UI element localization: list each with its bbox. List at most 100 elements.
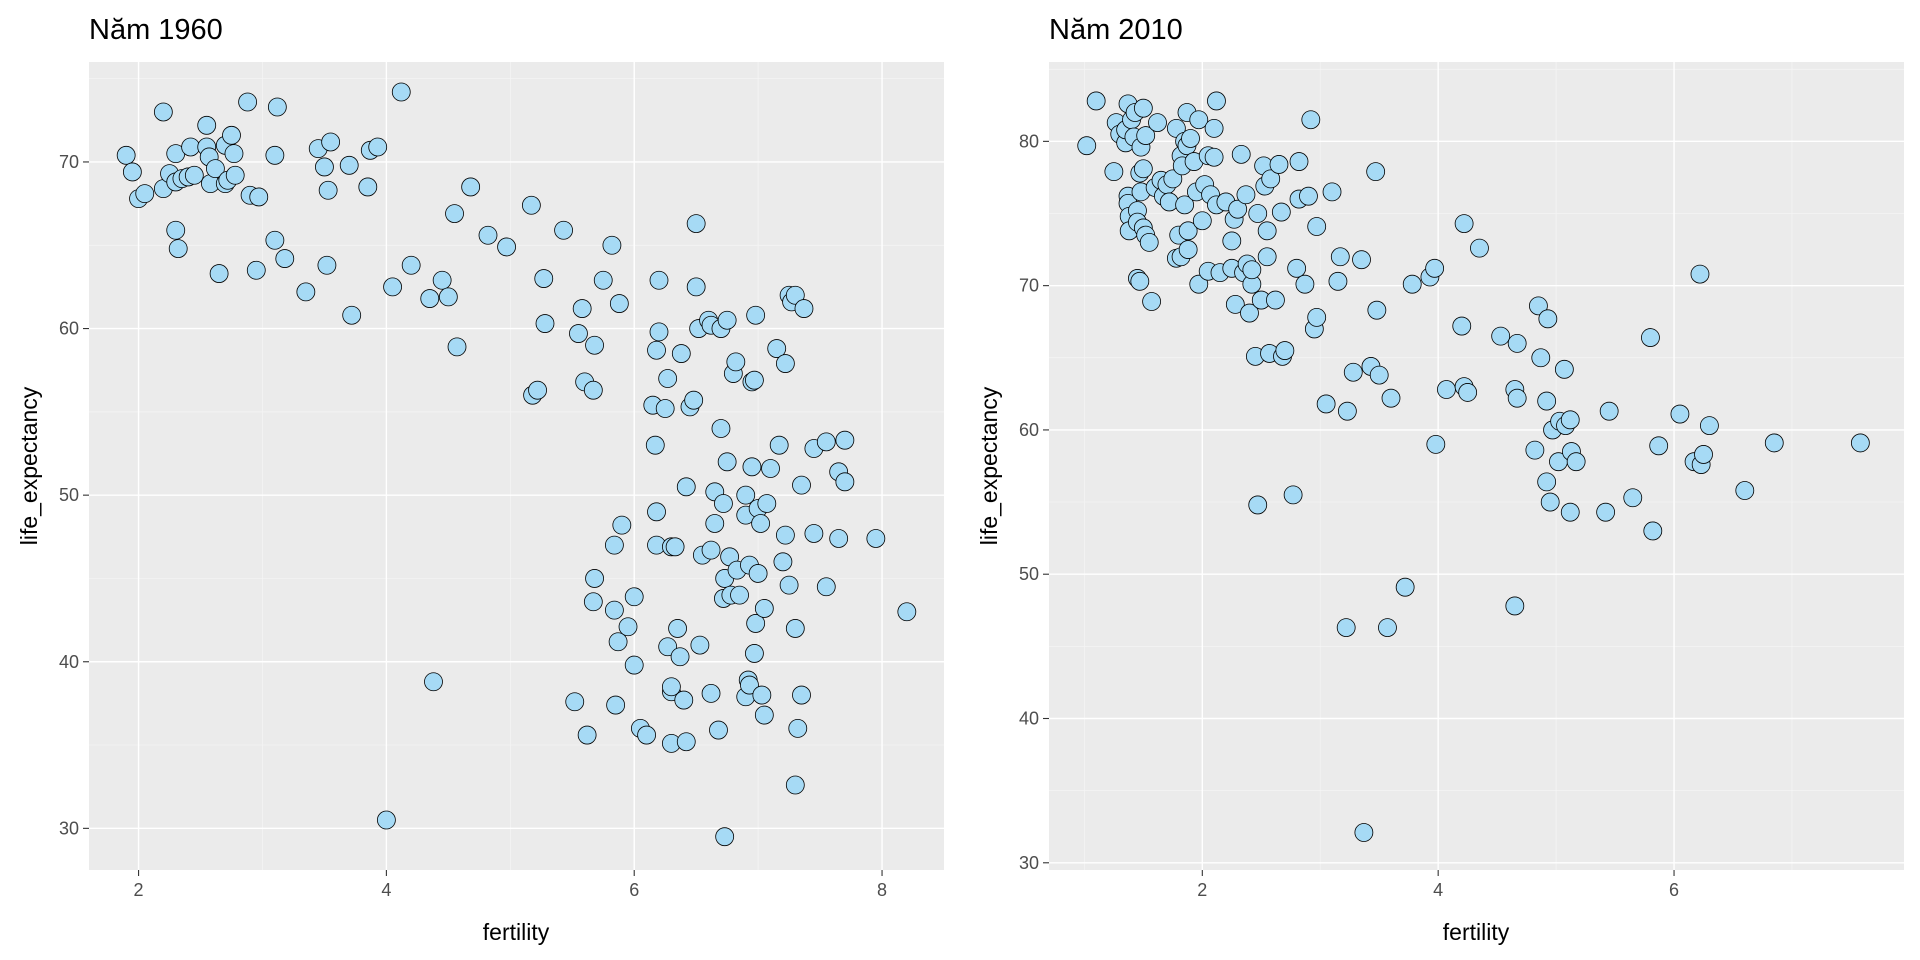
scatter-point: [730, 585, 749, 605]
scatter-point: [339, 155, 359, 175]
scatter-point: [1649, 436, 1669, 456]
scatter-point: [1507, 333, 1527, 353]
scatter-point: [205, 159, 225, 179]
scatter-point: [1295, 274, 1315, 294]
scatter-point: [554, 220, 573, 240]
scatter-point: [757, 494, 777, 513]
scatter-point: [1690, 264, 1710, 284]
scatter-point: [647, 502, 666, 522]
scatter-point: [1529, 296, 1548, 316]
scatter-point: [709, 720, 728, 740]
scatter-point: [122, 162, 142, 182]
scatter-point: [1850, 433, 1870, 453]
y-tick-label: 40: [1019, 709, 1039, 729]
scatter-point: [1538, 309, 1558, 329]
scatter-point: [624, 655, 644, 675]
scatter-point: [767, 339, 787, 358]
scatter-point: [401, 255, 421, 275]
plot-title: Năm 2010: [1049, 14, 1183, 46]
y-tick-label: 60: [59, 319, 79, 339]
scatter-point: [1104, 162, 1124, 182]
scatter-point: [670, 647, 690, 667]
scatter-point: [1316, 394, 1336, 414]
scatter-point: [1204, 118, 1224, 138]
scatter-point: [649, 270, 669, 290]
scatter-point: [1299, 186, 1318, 206]
y-tick-label: 30: [59, 818, 79, 838]
scatter-point: [1271, 202, 1291, 222]
scatter-point: [565, 692, 585, 712]
scatter-point: [166, 220, 186, 240]
scatter-point: [658, 369, 678, 388]
scatter-point: [1596, 502, 1616, 522]
y-tick-label: 80: [1019, 131, 1039, 151]
scatter-point: [1175, 195, 1195, 215]
scatter-point: [604, 600, 624, 620]
scatter-point: [637, 725, 657, 745]
scatter-point: [265, 230, 285, 250]
scatter-point: [897, 602, 917, 622]
scatter-point: [686, 214, 706, 234]
scatter-point: [1531, 348, 1551, 368]
scatter-point: [153, 102, 173, 122]
scatter-point: [1560, 502, 1580, 522]
scatter-point: [746, 305, 766, 325]
scatter-point: [1454, 214, 1474, 234]
scatter-point: [785, 619, 805, 638]
scatter-point: [1228, 199, 1248, 219]
scatter-point: [1623, 488, 1643, 508]
y-tick-label: 70: [1019, 276, 1039, 296]
scatter-point: [779, 575, 799, 595]
scatter-point: [534, 269, 554, 288]
scatter-points: [116, 82, 917, 847]
scatter-point: [577, 725, 597, 745]
scatter-point: [736, 485, 756, 505]
scatter-point: [461, 177, 481, 197]
scatter-point: [1540, 492, 1560, 512]
plot-title: Năm 1960: [89, 14, 223, 46]
scatter-point: [585, 569, 604, 588]
scatter-point: [391, 82, 411, 102]
scatter-point: [168, 239, 188, 258]
scatter-point: [866, 529, 886, 548]
scatter-point: [585, 335, 604, 355]
scatter-point: [1130, 271, 1150, 291]
scatter-point: [1287, 258, 1307, 278]
scatter-point: [785, 285, 805, 305]
scatter-point: [608, 632, 628, 652]
scatter-point: [745, 644, 764, 663]
scatter-point: [665, 537, 685, 557]
scatter-point: [1694, 445, 1713, 464]
scatter-point: [751, 514, 771, 533]
scatter-point: [775, 354, 795, 373]
x-tick-label: 6: [1669, 880, 1679, 900]
scatter-point: [572, 299, 592, 318]
scatter-point: [835, 430, 855, 450]
scatter-point: [1178, 221, 1198, 241]
scatter-point: [246, 260, 266, 280]
scatter-point: [715, 827, 735, 847]
scatter-point: [686, 277, 706, 297]
scatter-point: [583, 380, 603, 400]
scatter-point: [701, 540, 721, 560]
scatter-point: [792, 685, 811, 705]
scatter-point: [1735, 481, 1755, 500]
scatter-point: [1505, 596, 1525, 616]
scatter-point: [1275, 341, 1295, 360]
scatter-point: [742, 457, 762, 477]
scatter-point: [1077, 136, 1097, 156]
scatter-point: [438, 287, 458, 307]
scatter-point: [1641, 328, 1660, 347]
scatter-point: [1560, 410, 1580, 430]
scatter-point: [1507, 388, 1527, 408]
panel-2010: Năm 2010 2 4 6 30 40 50 60 70 80 fertility life…: [976, 14, 1904, 945]
scatter-point: [612, 515, 632, 535]
scatter-point: [775, 525, 795, 545]
scatter-point: [1554, 359, 1574, 379]
scatter-point: [684, 390, 704, 410]
panel-1960: Năm 1960 2 4 6 8 30 40 50 60 70 fertility life_…: [16, 14, 944, 945]
scatter-point: [1236, 185, 1256, 205]
scatter-point: [521, 195, 541, 215]
scatter-point: [1189, 110, 1209, 130]
scatter-point: [1643, 521, 1663, 541]
